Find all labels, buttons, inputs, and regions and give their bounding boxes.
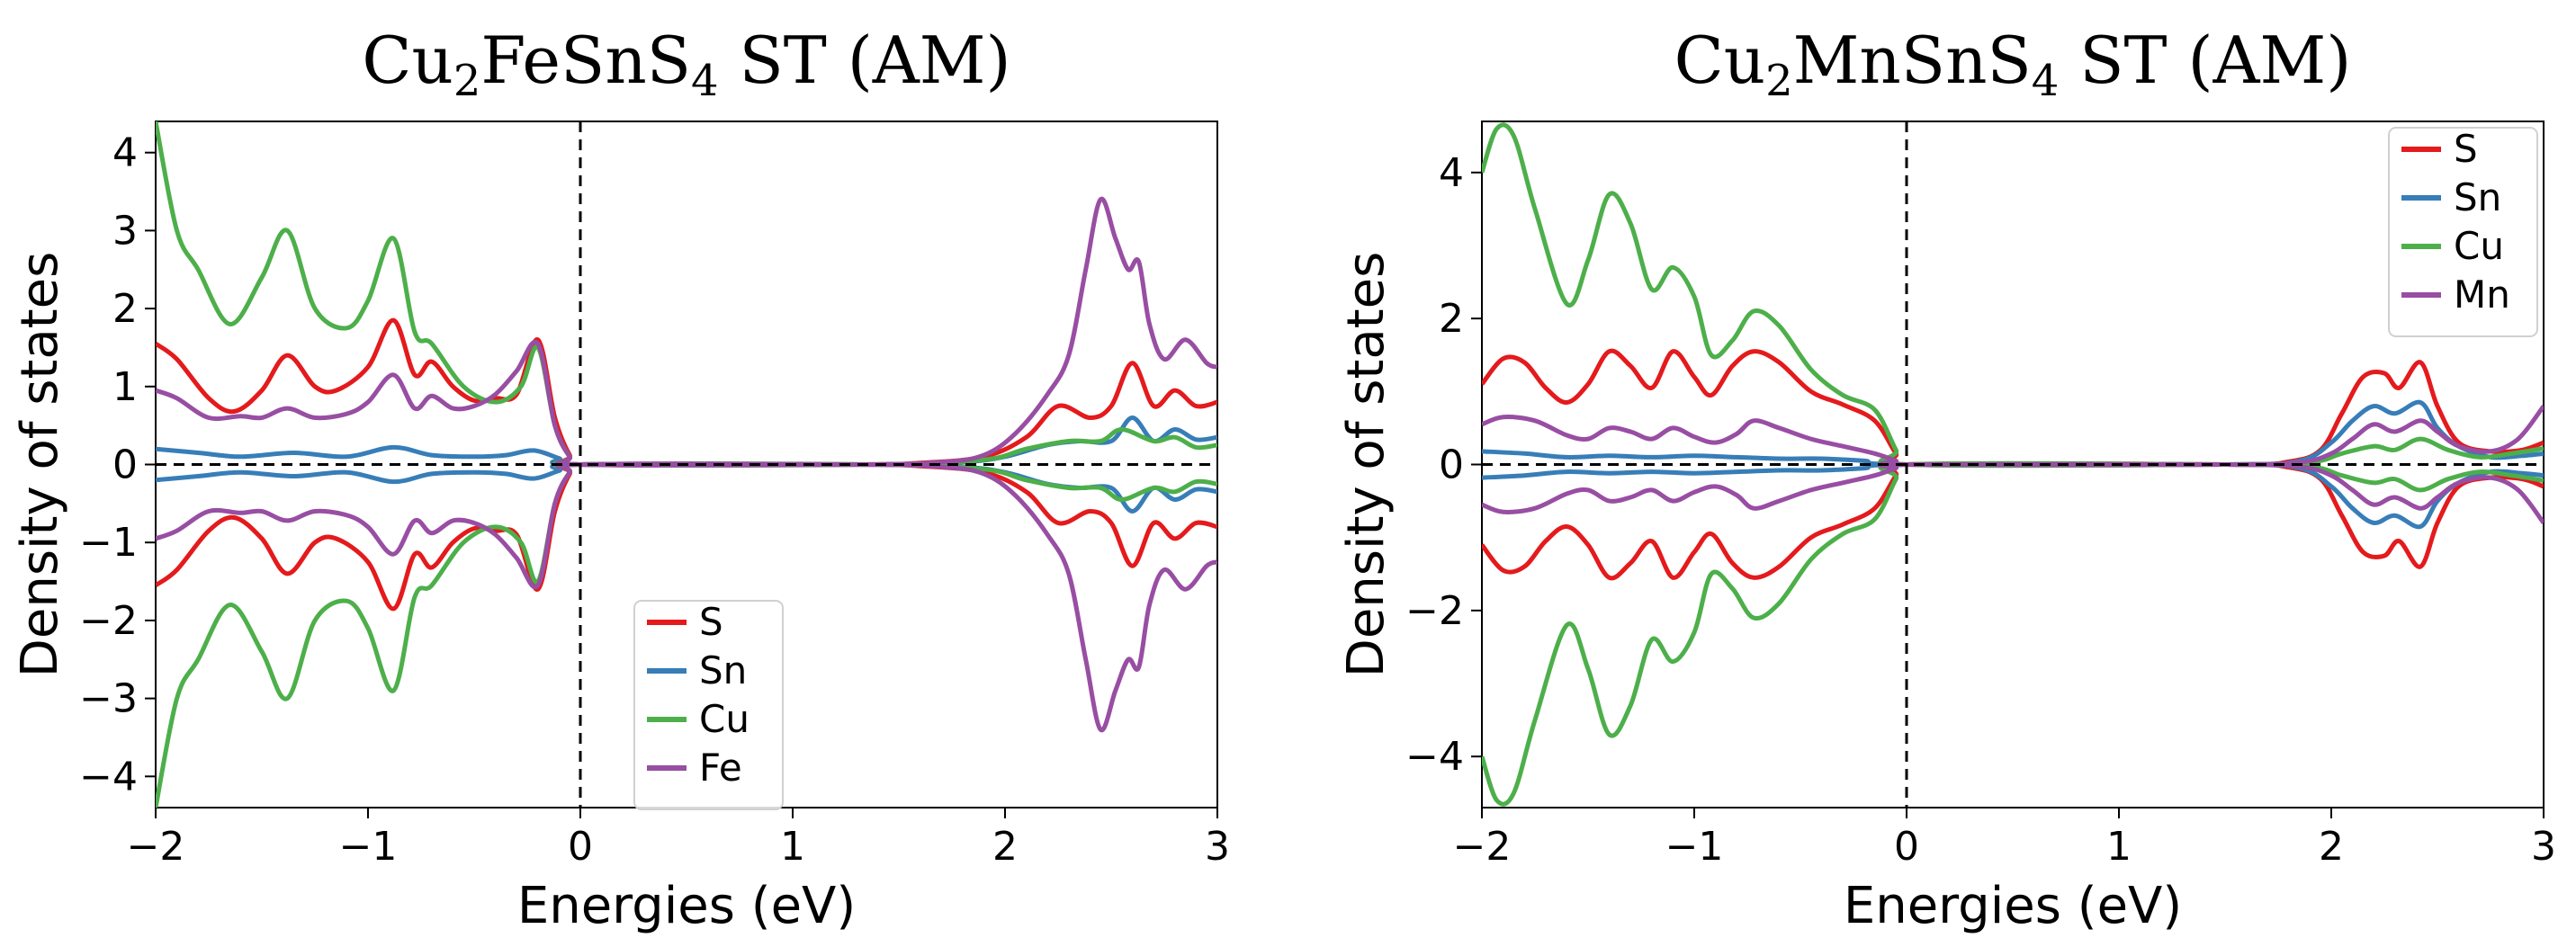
x-tick-label: 2 xyxy=(2319,824,2344,870)
x-tick-label: 1 xyxy=(780,824,805,870)
legend: SSn Cu Fe xyxy=(633,600,784,810)
y-tick-label: −4 xyxy=(1405,734,1464,780)
legend-label-s: S xyxy=(699,600,723,644)
series-line-fe-up xyxy=(156,196,1217,468)
series-line-s-up xyxy=(1482,348,2544,469)
x-tick-label: 3 xyxy=(2531,824,2556,870)
series-line-cu-down xyxy=(1482,460,2544,807)
y-tick-label: 0 xyxy=(1439,442,1464,488)
y-tick-label: −2 xyxy=(79,598,138,644)
legend-label-fe: Fe xyxy=(699,746,742,790)
y-tick-label: 0 xyxy=(112,442,138,488)
x-tick-label: 0 xyxy=(568,824,593,870)
y-tick-label: −1 xyxy=(79,520,138,566)
series-line-cu-up xyxy=(156,121,1217,468)
y-tick-label: −2 xyxy=(1405,588,1464,634)
x-tick-label: −1 xyxy=(1665,824,1724,870)
x-tick-label: 0 xyxy=(1894,824,1919,870)
x-axis-label: Energies (eV) xyxy=(517,877,856,935)
x-tick-label: 2 xyxy=(992,824,1018,870)
y-axis-label: Density of states xyxy=(1337,252,1396,678)
x-axis-label: Energies (eV) xyxy=(1844,877,2182,935)
y-tick-label: −3 xyxy=(79,676,138,722)
panel-right: Cu2MnSnS4 ST (AM) −2 −1 0 1 2 3 −4 −2 0 2 4 Energies… xyxy=(1337,22,2556,935)
legend-label-sn: Sn xyxy=(699,648,747,692)
legend-label-cu: Cu xyxy=(699,697,749,741)
y-tick-label: 4 xyxy=(112,130,138,176)
chart-title: Cu2MnSnS4 ST (AM) xyxy=(1674,22,2352,106)
series-line-cu-up xyxy=(1482,122,2544,469)
y-tick-label: 3 xyxy=(112,208,138,254)
legend-box xyxy=(2388,127,2538,337)
x-tick-label: 3 xyxy=(1205,824,1230,870)
legend-box xyxy=(633,600,784,810)
x-tick-label: −2 xyxy=(1453,824,1512,870)
panel-left: Cu2FeSnS4 ST (AM) −2 −1 0 1 2 3 −4 −3 −2 −1 0 1 2 3 4 En… xyxy=(11,22,1230,935)
x-tick-label: 1 xyxy=(2106,824,2132,870)
legend-label-cu: Cu xyxy=(2454,224,2504,268)
series-line-cu-down xyxy=(156,461,1217,808)
y-tick-label: −4 xyxy=(79,754,138,800)
x-tick-label: −1 xyxy=(339,824,398,870)
y-tick-label: 1 xyxy=(112,364,138,410)
series-line-fe-down xyxy=(156,461,1217,733)
y-tick-label: 2 xyxy=(1439,296,1464,342)
legend-label-s: S xyxy=(2454,127,2478,171)
series-line-mn-down xyxy=(1482,461,2544,524)
y-axis-label: Density of states xyxy=(11,252,69,678)
series-line-s-down xyxy=(1482,460,2544,581)
y-tick-label: 4 xyxy=(1439,150,1464,196)
legend-label-mn: Mn xyxy=(2454,272,2510,317)
x-tick-label: −2 xyxy=(127,824,185,870)
chart-title: Cu2FeSnS4 ST (AM) xyxy=(362,22,1010,106)
series-line-sn-up xyxy=(1482,399,2544,468)
series-line-mn-up xyxy=(1482,405,2544,468)
series-line-sn-down xyxy=(1482,461,2544,530)
legend-label-sn: Sn xyxy=(2454,175,2501,219)
y-tick-label: 2 xyxy=(112,286,138,332)
